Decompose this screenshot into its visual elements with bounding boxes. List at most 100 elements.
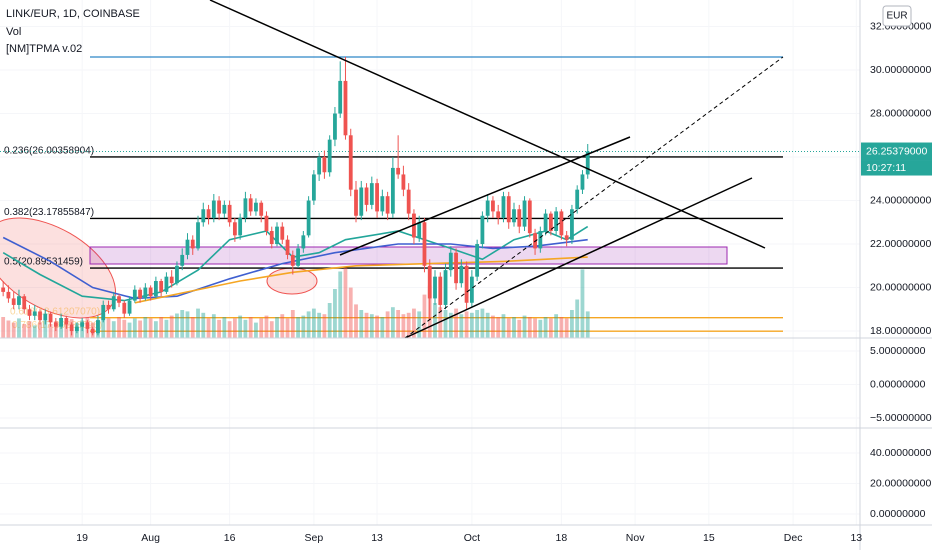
candle-body bbox=[64, 317, 69, 325]
volume-bar bbox=[570, 310, 574, 338]
volume-bar bbox=[527, 317, 532, 338]
volume-bar bbox=[354, 304, 358, 338]
moving-average bbox=[2, 236, 588, 300]
candle-body bbox=[538, 230, 543, 249]
volume-bar bbox=[438, 307, 443, 338]
candle-body bbox=[69, 324, 74, 332]
candle-body bbox=[327, 139, 332, 173]
candle-body bbox=[243, 198, 248, 218]
volume-bar bbox=[285, 318, 290, 338]
candle-body bbox=[27, 309, 32, 316]
volume-bar bbox=[106, 318, 111, 338]
volume-bar bbox=[201, 312, 206, 338]
candle-body bbox=[38, 311, 42, 321]
candle-body bbox=[53, 322, 58, 327]
candle-body bbox=[232, 222, 237, 236]
volume-bar bbox=[317, 312, 322, 338]
candle-body bbox=[311, 174, 316, 201]
candle-body bbox=[433, 276, 437, 299]
y-tick-label: 0.00000000 bbox=[870, 508, 926, 520]
candle-body bbox=[580, 174, 585, 190]
volume-bar bbox=[232, 318, 237, 338]
volume-bar bbox=[248, 317, 253, 338]
indicator-label: [NM]TPMA v.02 bbox=[6, 43, 82, 55]
currency-button[interactable] bbox=[882, 5, 912, 27]
volume-bar bbox=[101, 313, 106, 338]
currency-label[interactable]: EUR bbox=[886, 11, 907, 22]
candle-body bbox=[264, 215, 269, 231]
candle-body bbox=[443, 270, 448, 305]
volume-bar bbox=[1, 317, 6, 338]
zone-rect bbox=[89, 246, 728, 265]
candle-body bbox=[259, 202, 264, 216]
candle-body bbox=[138, 289, 142, 299]
candle-body bbox=[422, 222, 427, 266]
last-price-label: 26.25379000 bbox=[866, 145, 927, 157]
fib-label: 0.5(20.89531459) bbox=[4, 257, 83, 268]
volume-bar bbox=[6, 320, 11, 338]
candle-body bbox=[85, 322, 90, 329]
candle-body bbox=[501, 196, 506, 218]
candle-body bbox=[385, 196, 390, 214]
candle-body bbox=[90, 328, 95, 334]
candle-body bbox=[317, 157, 322, 175]
volume-bar bbox=[338, 271, 343, 338]
volume-bar bbox=[406, 312, 411, 338]
volume-bar bbox=[11, 322, 16, 338]
volume-bar bbox=[390, 307, 395, 338]
candle-body bbox=[148, 287, 153, 297]
volume-bar bbox=[459, 314, 464, 338]
volume-bar bbox=[296, 317, 300, 338]
candle-body bbox=[564, 235, 569, 240]
candle-body bbox=[254, 202, 258, 212]
candle-body bbox=[111, 296, 116, 310]
trend-line-dashed bbox=[404, 56, 784, 339]
volume-bar bbox=[180, 310, 185, 338]
y-tick-label: 20.00000000 bbox=[870, 477, 931, 489]
x-tick-label: Nov bbox=[626, 532, 645, 544]
volume-bar bbox=[543, 317, 548, 338]
volume-bar bbox=[480, 308, 485, 338]
volume-bar bbox=[138, 320, 142, 338]
x-tick-label: 16 bbox=[224, 532, 236, 544]
volume-bar bbox=[412, 308, 416, 338]
volume-bar bbox=[348, 287, 353, 338]
candle-body bbox=[169, 276, 174, 284]
candle-body bbox=[396, 167, 401, 175]
candle-body bbox=[522, 200, 527, 227]
candle-body bbox=[517, 209, 522, 227]
y-tick-label: 22.00000000 bbox=[870, 238, 931, 250]
candle-body bbox=[333, 113, 337, 140]
candle-body bbox=[322, 157, 327, 173]
volume-bar bbox=[169, 315, 174, 338]
candle-body bbox=[32, 311, 37, 316]
candle-body bbox=[359, 187, 364, 216]
volume-bar bbox=[554, 314, 559, 338]
candle-body bbox=[180, 254, 185, 266]
volume-bar bbox=[132, 318, 137, 338]
candle-body bbox=[543, 213, 548, 231]
candle-body bbox=[211, 200, 216, 218]
volume-bar bbox=[369, 314, 374, 338]
last-price-box bbox=[861, 142, 932, 161]
candle-body bbox=[132, 289, 137, 301]
volume-bar bbox=[32, 325, 37, 338]
volume-bar bbox=[580, 269, 585, 338]
candle-body bbox=[348, 135, 353, 190]
candle-body bbox=[185, 239, 190, 255]
candle-body bbox=[548, 213, 553, 231]
x-tick-label: Dec bbox=[784, 532, 803, 544]
candle-body bbox=[43, 313, 48, 321]
volume-bar bbox=[269, 321, 274, 338]
volume-bar bbox=[443, 310, 448, 338]
candle-body bbox=[401, 174, 406, 190]
candle-body bbox=[491, 200, 495, 212]
candle-body bbox=[217, 200, 221, 214]
candle-body bbox=[469, 276, 474, 303]
volume-bar bbox=[454, 308, 458, 338]
fib-label: 0.236(26.00358904) bbox=[4, 146, 94, 157]
volume-bar bbox=[375, 315, 379, 338]
moving-average bbox=[134, 256, 588, 304]
volume-bar bbox=[333, 289, 337, 338]
